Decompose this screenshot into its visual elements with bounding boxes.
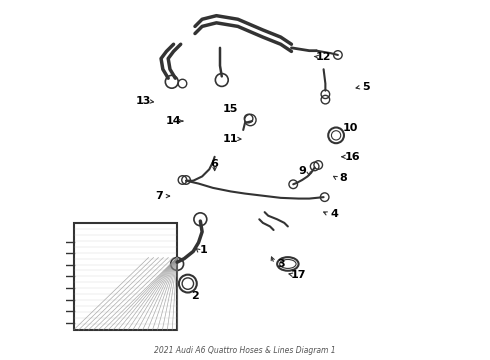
Text: 8: 8	[340, 173, 347, 183]
Text: 7: 7	[155, 191, 163, 201]
Text: 11: 11	[223, 134, 239, 144]
Text: 16: 16	[344, 152, 360, 162]
Text: 17: 17	[291, 270, 306, 280]
Text: 3: 3	[277, 259, 285, 269]
Text: 4: 4	[330, 209, 338, 219]
Text: 15: 15	[223, 104, 239, 113]
Text: 5: 5	[363, 82, 370, 92]
Text: 6: 6	[211, 159, 219, 169]
Text: 1: 1	[200, 245, 208, 255]
Text: 2021 Audi A6 Quattro Hoses & Lines Diagram 1: 2021 Audi A6 Quattro Hoses & Lines Diagr…	[154, 346, 336, 355]
Text: 14: 14	[166, 116, 181, 126]
Text: 9: 9	[298, 166, 306, 176]
Text: 2: 2	[191, 291, 199, 301]
Text: 10: 10	[343, 123, 358, 133]
Text: 12: 12	[316, 52, 331, 62]
Text: 13: 13	[136, 96, 151, 107]
